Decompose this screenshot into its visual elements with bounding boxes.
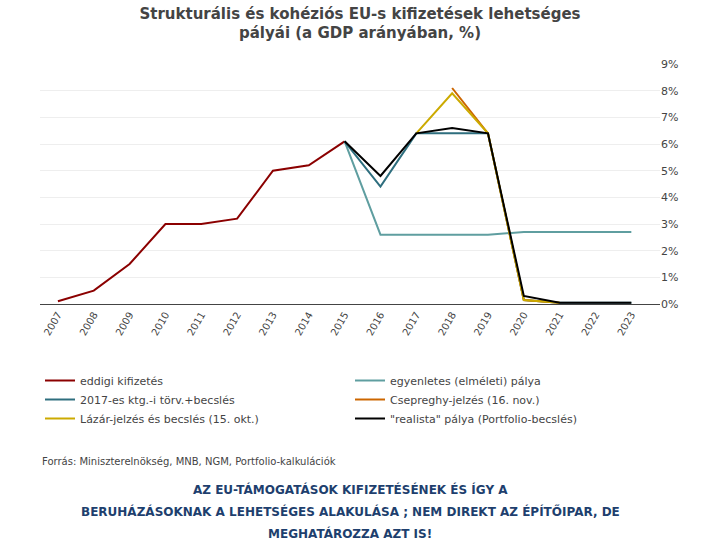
svg-text:2%: 2% xyxy=(661,245,678,258)
svg-text:2021: 2021 xyxy=(543,310,565,338)
svg-text:5%: 5% xyxy=(661,165,678,178)
svg-text:2022: 2022 xyxy=(579,310,601,338)
svg-text:2023: 2023 xyxy=(615,310,637,338)
svg-text:2020: 2020 xyxy=(508,310,530,338)
svg-text:Forrás: Miniszterelnökség, MNB: Forrás: Miniszterelnökség, MNB, NGM, Por… xyxy=(42,456,336,467)
svg-text:"realista" pálya (Portfolio-be: "realista" pálya (Portfolio-becslés) xyxy=(390,413,577,426)
svg-text:2008: 2008 xyxy=(78,310,100,338)
svg-text:2016: 2016 xyxy=(364,310,386,338)
svg-text:6%: 6% xyxy=(661,138,678,151)
svg-text:0%: 0% xyxy=(661,298,678,311)
svg-text:2007: 2007 xyxy=(42,310,64,338)
svg-text:4%: 4% xyxy=(661,191,678,204)
svg-text:2014: 2014 xyxy=(293,310,315,338)
svg-text:2018: 2018 xyxy=(436,310,458,338)
svg-text:3%: 3% xyxy=(661,218,678,231)
svg-text:7%: 7% xyxy=(661,111,678,124)
svg-text:2010: 2010 xyxy=(149,310,171,338)
svg-text:8%: 8% xyxy=(661,85,678,98)
svg-text:AZ EU-TÁMOGATÁSOK KIFIZETÉSÉNE: AZ EU-TÁMOGATÁSOK KIFIZETÉSÉNEK ÉS ÍGY A xyxy=(193,482,508,497)
svg-text:2019: 2019 xyxy=(472,310,494,338)
svg-text:Lázár-jelzés és becslés (15. o: Lázár-jelzés és becslés (15. okt.) xyxy=(80,413,259,426)
svg-text:1%: 1% xyxy=(661,271,678,284)
svg-text:2013: 2013 xyxy=(257,310,279,338)
svg-text:egyenletes (elméleti) pálya: egyenletes (elméleti) pálya xyxy=(390,375,541,388)
svg-text:9%: 9% xyxy=(661,58,678,71)
svg-text:Strukturális és kohéziós EU-s: Strukturális és kohéziós EU-s kifizetése… xyxy=(139,5,580,43)
svg-text:Csepreghy-jelzés (16. nov.): Csepreghy-jelzés (16. nov.) xyxy=(390,394,540,407)
svg-text:2012: 2012 xyxy=(221,310,243,338)
svg-text:2009: 2009 xyxy=(113,310,135,338)
svg-text:eddigi kifizetés: eddigi kifizetés xyxy=(80,375,163,388)
svg-text:2011: 2011 xyxy=(185,310,207,338)
svg-text:2017: 2017 xyxy=(400,310,422,338)
svg-text:BERUHÁZÁSOKNAK A LEHETSÉGES AL: BERUHÁZÁSOKNAK A LEHETSÉGES ALAKULÁSA ; … xyxy=(81,504,620,519)
svg-text:2017-es ktg.-i törv.+becslés: 2017-es ktg.-i törv.+becslés xyxy=(80,394,235,407)
svg-text:MEGHATÁROZZA AZT IS!: MEGHATÁROZZA AZT IS! xyxy=(268,526,432,540)
svg-text:2015: 2015 xyxy=(328,310,350,338)
